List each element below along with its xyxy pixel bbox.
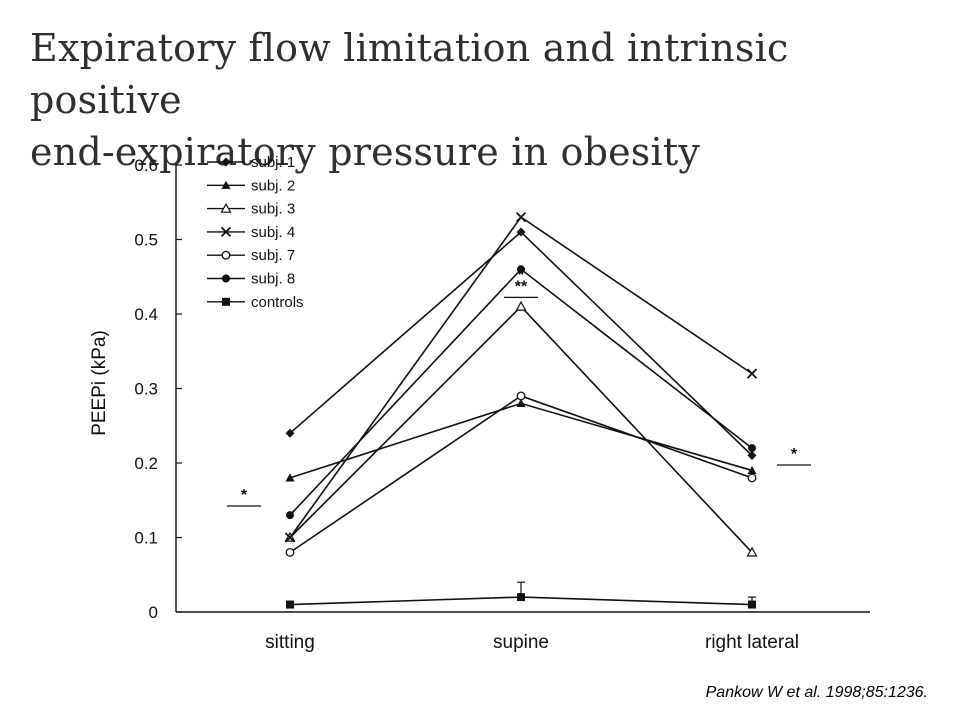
data-point-subj-2	[285, 473, 295, 482]
data-point-subj-1	[747, 451, 757, 461]
data-point-subj-1	[516, 227, 526, 237]
data-point-subj-2-shape	[285, 473, 295, 482]
y-tick-label: 0.3	[134, 380, 158, 399]
legend-marker-controls-shape	[222, 297, 230, 306]
data-point-subj-7-shape	[285, 547, 295, 557]
title-line-2: end-expiratory pressure in obesity	[30, 130, 700, 174]
citation: Pankow W et al. 1998;85:1236.	[705, 684, 928, 701]
data-point-subj-1	[285, 428, 295, 438]
chart-series	[284, 212, 758, 609]
legend-marker-subj-4	[220, 226, 232, 238]
legend-marker-subj-3-shape	[220, 202, 232, 213]
data-point-subj-3	[746, 546, 758, 557]
legend-label-subj-1: subj. 1	[251, 154, 295, 171]
data-point-subj-7-shape	[516, 391, 526, 401]
legend-label-subj-8: subj. 8	[251, 271, 295, 288]
data-point-subj-7	[285, 547, 295, 557]
data-point-subj-4	[746, 368, 758, 379]
series-line-subj-3	[289, 305, 753, 553]
data-point-controls-shape	[517, 593, 525, 602]
y-tick-label: 0.6	[134, 156, 158, 175]
legend-marker-subj-3	[220, 202, 232, 213]
series-line-subj-7	[289, 395, 753, 554]
legend-marker-subj-4-shape	[220, 226, 232, 238]
x-category-label: supine	[493, 632, 549, 653]
significance-marker: *	[791, 446, 798, 463]
data-point-subj-1-shape	[747, 451, 757, 461]
legend-marker-subj-8-shape	[222, 274, 230, 283]
data-point-controls	[748, 600, 756, 609]
significance-marker: *	[241, 487, 248, 504]
y-tick-label: 0.4	[134, 305, 158, 324]
data-point-subj-8	[286, 511, 294, 520]
chart-legend: subj. 1 subj. 2 subj. 3 subj. 4 subj. 7 subj.…	[207, 154, 304, 311]
data-point-subj-7-shape	[747, 473, 757, 483]
y-tick-label: 0.5	[134, 231, 158, 250]
chart-axes: 0 0.1 0.2 0.3 0.4 0.5 0.6 sitting supine right la…	[134, 156, 870, 653]
data-point-subj-4-shape	[746, 368, 758, 379]
title-line-1: Expiratory flow limitation and intrinsic…	[30, 26, 789, 122]
slide-title: Expiratory flow limitation and intrinsic…	[30, 22, 950, 178]
data-point-subj-4-shape	[515, 212, 527, 223]
y-tick-label: 0.2	[134, 454, 158, 473]
data-point-subj-4	[515, 212, 527, 223]
data-point-subj-8-shape	[286, 511, 294, 520]
x-category-label: sitting	[265, 632, 315, 653]
legend-marker-subj-2-shape	[221, 180, 231, 189]
data-point-subj-3-shape	[515, 300, 527, 311]
series-line-subj-4	[289, 216, 753, 538]
data-point-subj-8-shape	[517, 265, 525, 274]
legend-marker-subj-1-shape	[221, 157, 231, 167]
legend-label-subj-3: subj. 3	[251, 201, 295, 218]
significance-marker: **	[515, 278, 528, 295]
legend-marker-subj-7-shape	[221, 250, 231, 260]
y-tick-label: 0	[149, 603, 158, 622]
data-point-subj-7	[516, 391, 526, 401]
data-point-subj-3	[515, 300, 527, 311]
data-point-controls-shape	[748, 600, 756, 609]
data-point-subj-4	[284, 532, 296, 543]
data-point-subj-1-shape	[516, 227, 526, 237]
data-point-subj-8	[748, 444, 756, 453]
data-point-subj-4-shape	[284, 532, 296, 543]
y-tick-label: 0.1	[134, 529, 158, 548]
data-point-subj-1-shape	[285, 428, 295, 438]
legend-marker-subj-8	[222, 274, 230, 283]
significance-marker: *	[518, 267, 525, 284]
data-point-subj-3-shape	[746, 546, 758, 557]
data-point-controls	[517, 593, 525, 602]
data-point-subj-2-shape	[747, 465, 757, 475]
y-axis-label: PEEPi (kPa)	[89, 330, 110, 436]
legend-marker-controls	[222, 297, 230, 306]
legend-label-controls: controls	[251, 294, 304, 311]
legend-label-subj-2: subj. 2	[251, 177, 295, 194]
data-point-subj-2	[516, 398, 526, 407]
data-point-controls-shape	[286, 600, 294, 609]
data-point-subj-2-shape	[516, 398, 526, 407]
legend-label-subj-7: subj. 7	[251, 247, 295, 264]
data-point-subj-8-shape	[748, 444, 756, 453]
legend-marker-subj-7	[221, 250, 231, 260]
data-point-controls	[286, 600, 294, 609]
data-point-subj-7	[747, 473, 757, 483]
x-category-label: right lateral	[705, 632, 799, 653]
data-point-subj-2	[747, 465, 757, 475]
legend-marker-subj-1	[221, 157, 231, 167]
chart-annotations: *****	[227, 267, 811, 507]
legend-marker-subj-2	[221, 180, 231, 189]
data-point-subj-8	[517, 265, 525, 274]
legend-label-subj-4: subj. 4	[251, 224, 295, 241]
